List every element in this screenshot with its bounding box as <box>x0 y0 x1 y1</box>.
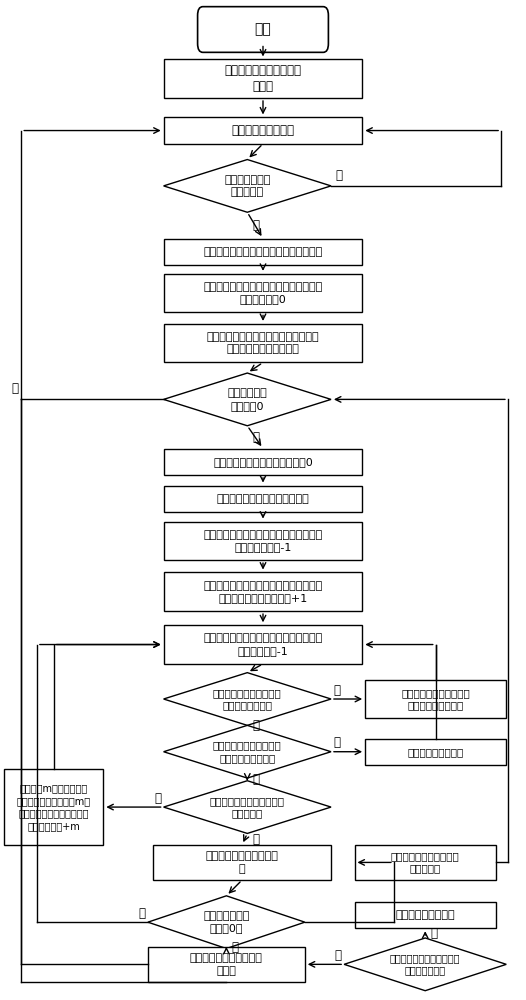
Text: 初始化跳闸信号堆栈，初始化跳闸信号个
数计数器并置0: 初始化跳闸信号堆栈，初始化跳闸信号个 数计数器并置0 <box>204 282 322 304</box>
Bar <box>365 739 507 765</box>
Bar <box>355 845 496 880</box>
Text: 否: 否 <box>138 907 145 920</box>
Text: 清空孤岛节点堆栈，清空
孤岛节点个数计数器: 清空孤岛节点堆栈，清空 孤岛节点个数计数器 <box>401 688 470 710</box>
Text: 否: 否 <box>252 719 259 732</box>
Text: 否: 否 <box>335 169 342 182</box>
Text: 是: 是 <box>231 941 239 954</box>
Text: 否: 否 <box>335 949 341 962</box>
Bar <box>164 522 362 560</box>
Bar <box>355 902 496 928</box>
Text: 是: 是 <box>154 792 161 805</box>
Text: 从堆栈中删除该节点: 从堆栈中删除该节点 <box>408 747 464 757</box>
Text: 输出节点集合不是孤岛，
丢弃该集合: 输出节点集合不是孤岛， 丢弃该集合 <box>391 851 460 874</box>
Bar <box>164 117 362 144</box>
Bar <box>164 449 362 475</box>
Bar <box>153 845 331 880</box>
Text: 孤岛节点计数器
是否为0？: 孤岛节点计数器 是否为0？ <box>203 911 249 933</box>
Text: 将该节点压入输出节点堆
栈: 将该节点压入输出节点堆 栈 <box>206 851 278 874</box>
Text: 与跳闸列表堆栈中的节点
逐个比较是否相同？: 与跳闸列表堆栈中的节点 逐个比较是否相同？ <box>213 741 282 763</box>
Bar <box>148 947 305 982</box>
Text: 是否发现断路器
跳闸信号？: 是否发现断路器 跳闸信号？ <box>224 175 270 197</box>
Text: 输出节点是同时含有电源节
点和负荷节点？: 输出节点是同时含有电源节 点和负荷节点？ <box>390 953 460 976</box>
Text: 监测断路器跳闸信号: 监测断路器跳闸信号 <box>231 124 295 137</box>
Text: 初始化节点类型表及节点
连接表: 初始化节点类型表及节点 连接表 <box>225 64 301 93</box>
Polygon shape <box>148 896 305 949</box>
Text: 将断路器跳闸信号逐个压入跳闸信号堆
栈，并记录跳闸信号个数: 将断路器跳闸信号逐个压入跳闸信号堆 栈，并记录跳闸信号个数 <box>207 332 319 354</box>
Polygon shape <box>164 725 331 778</box>
Text: 更新节点连接表，并初始化输出节点堆栈: 更新节点连接表，并初始化输出节点堆栈 <box>204 247 322 257</box>
Polygon shape <box>164 373 331 426</box>
Bar <box>164 572 362 611</box>
Polygon shape <box>164 673 331 725</box>
Text: 从跳闸信号堆栈中弹出一跳闸信号，跳闸
信号个数计数器-1: 从跳闸信号堆栈中弹出一跳闸信号，跳闸 信号个数计数器-1 <box>204 530 322 552</box>
Bar <box>164 486 362 512</box>
Text: 跳闸信号个数
是否大于0: 跳闸信号个数 是否大于0 <box>227 388 267 411</box>
Text: 是: 是 <box>252 219 259 232</box>
Bar <box>365 680 507 718</box>
Text: 是: 是 <box>252 431 259 444</box>
Text: 能否找到与当前弹出节点联
通的节点？: 能否找到与当前弹出节点联 通的节点？ <box>210 796 285 818</box>
Text: 否: 否 <box>252 773 259 786</box>
Bar <box>164 239 362 265</box>
Bar <box>164 59 362 98</box>
Text: 是: 是 <box>333 736 341 749</box>
Bar <box>164 274 362 312</box>
Text: 弹出输出节点堆栈中的所
有节点: 弹出输出节点堆栈中的所 有节点 <box>190 953 263 976</box>
Polygon shape <box>344 938 507 991</box>
Bar <box>4 769 104 845</box>
Text: 初始化孤岛节点个数计数器并置0: 初始化孤岛节点个数计数器并置0 <box>213 457 313 467</box>
Text: 否: 否 <box>12 382 18 395</box>
Polygon shape <box>164 160 331 212</box>
Text: 从孤岛节点堆栈中弹出一个节点，孤岛节
点个数计数器-1: 从孤岛节点堆栈中弹出一个节点，孤岛节 点个数计数器-1 <box>204 633 322 656</box>
Text: 初始化孤岛节点堆栈，清空堆栈: 初始化孤岛节点堆栈，清空堆栈 <box>217 494 309 504</box>
FancyBboxPatch shape <box>198 7 328 52</box>
Text: 开始: 开始 <box>255 23 271 37</box>
Text: 根据节点状态表判断该节
点是否为根节点？: 根据节点状态表判断该节 点是否为根节点？ <box>213 688 282 710</box>
Text: 是: 是 <box>430 927 438 940</box>
Bar <box>164 625 362 664</box>
Text: 是: 是 <box>333 684 341 697</box>
Text: 输出节点集合为孤岛: 输出节点集合为孤岛 <box>396 910 455 920</box>
Bar <box>164 324 362 362</box>
Text: 否: 否 <box>252 833 259 846</box>
Polygon shape <box>164 781 331 833</box>
Text: 假设共有m个节点与之联
通，将与该节点联通的m节
点压入堆栈，同时将孤岛节
点个数计数器+m: 假设共有m个节点与之联 通，将与该节点联通的m节 点压入堆栈，同时将孤岛节 点个… <box>17 783 91 831</box>
Text: 将该跳闸信号对应的节点压入孤岛节点堆
栈，孤岛节点个数计数器+1: 将该跳闸信号对应的节点压入孤岛节点堆 栈，孤岛节点个数计数器+1 <box>204 581 322 603</box>
